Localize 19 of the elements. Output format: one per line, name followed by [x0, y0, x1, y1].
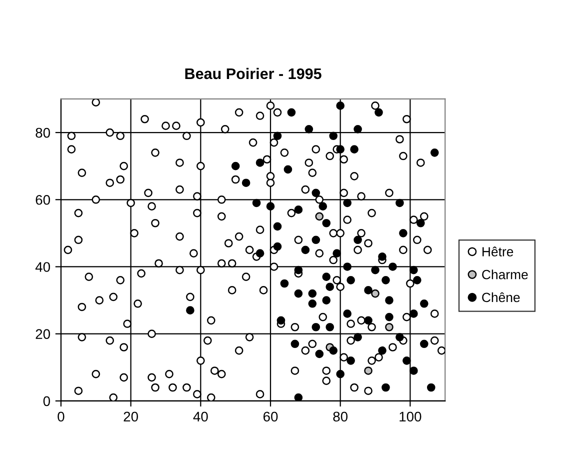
legend-label: Chêne [482, 292, 520, 302]
x-tick-label: 0 [58, 412, 64, 422]
legend-label: Charme [482, 270, 528, 280]
x-tick-label: 60 [263, 412, 278, 422]
x-tick-label: 100 [400, 412, 422, 422]
point [385, 322, 394, 332]
y-tick-label: 0 [43, 396, 50, 406]
chart-title: Beau Poirier - 1995 [185, 68, 322, 80]
y-tick-label: 20 [36, 329, 50, 339]
x-tick-label: 80 [333, 412, 348, 422]
legend-label: Hêtre [482, 246, 514, 256]
y-tick-label: 40 [35, 262, 50, 272]
point [364, 366, 372, 375]
y-tick-label: 80 [36, 128, 50, 138]
x-tick-label: 20 [124, 412, 138, 422]
point [315, 212, 324, 221]
x-tick-label: 40 [193, 412, 208, 422]
point [371, 289, 380, 298]
y-tick-label: 60 [36, 194, 50, 205]
